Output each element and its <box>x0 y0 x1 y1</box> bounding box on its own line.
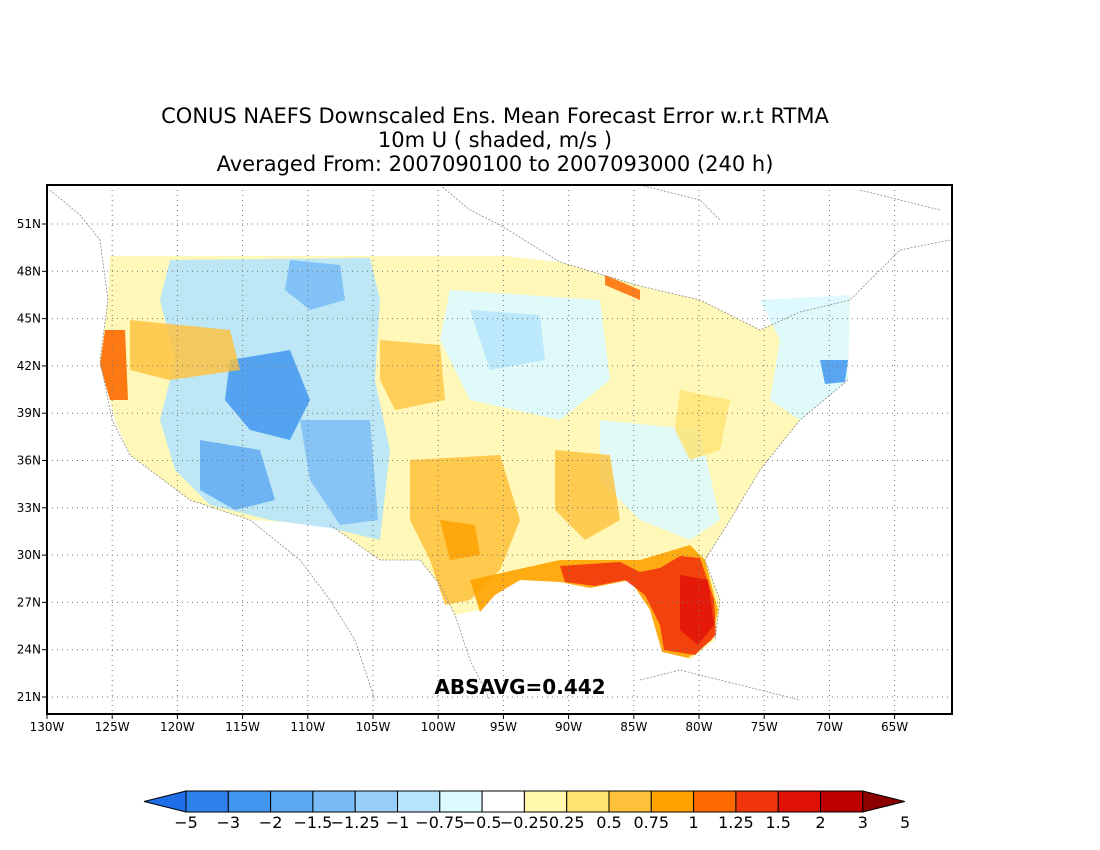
colorbar-label-4: −1.25 <box>331 813 380 832</box>
colorbar-swatch-7 <box>439 790 483 813</box>
lat-label-30N: 30N <box>17 548 41 562</box>
colorbar-label-14: 1.5 <box>765 813 790 832</box>
colorbar-swatch-14 <box>735 790 779 813</box>
longitude-labels: 130W 125W 120W 115W 110W 105W 100W 95W 90W 85W 80W… <box>30 720 909 734</box>
plot-frame <box>46 184 953 715</box>
colorbar-label-5: −1 <box>386 813 410 832</box>
field-gulf-red <box>560 556 716 655</box>
west-coast-line <box>49 189 376 701</box>
field-lake-superior-red <box>605 275 640 300</box>
east-coast-line <box>704 379 849 641</box>
colorbar-label-6: −0.75 <box>415 813 464 832</box>
colorbar-label-13: 1.25 <box>718 813 754 832</box>
lat-label-27N: 27N <box>17 595 41 609</box>
canada-coast-line <box>439 184 951 331</box>
lon-label-130W: 130W <box>30 720 65 734</box>
colorbar-swatch-6 <box>397 790 441 813</box>
colorbar-swatch-16 <box>820 790 864 813</box>
lat-label-21N: 21N <box>17 690 41 704</box>
lon-label-65W: 65W <box>881 720 908 734</box>
colorbar-label-2: −2 <box>259 813 283 832</box>
field-arkansas-orange <box>555 450 620 540</box>
field-texas-core <box>440 520 480 560</box>
colorbar-swatch-3 <box>270 790 314 813</box>
lon-label-105W: 105W <box>356 720 391 734</box>
colorbar-swatch-4 <box>312 790 356 813</box>
lat-label-33N: 33N <box>17 501 41 515</box>
lat-label-24N: 24N <box>17 643 41 657</box>
lon-label-95W: 95W <box>490 720 517 734</box>
colorbar-swatch-2 <box>227 790 272 813</box>
field-nebraska-orange <box>380 340 445 410</box>
colorbar-label-16: 3 <box>858 813 868 832</box>
colorbar-label-15: 2 <box>815 813 825 832</box>
lat-label-39N: 39N <box>17 406 41 420</box>
lat-label-45N: 45N <box>17 312 41 326</box>
graticule <box>42 185 952 719</box>
lon-label-85W: 85W <box>620 720 647 734</box>
colorbar-swatch-8 <box>481 790 525 813</box>
lon-label-80W: 80W <box>685 720 712 734</box>
colorbar-label-17: 5 <box>900 813 910 832</box>
mexico-border-line <box>329 524 491 701</box>
field-nevada-blue <box>225 350 310 440</box>
colorbar-arrow-left <box>143 790 187 813</box>
field-northeast-cyan <box>760 295 850 420</box>
lat-label-42N: 42N <box>17 359 41 373</box>
colorbar-swatch-9 <box>523 790 568 813</box>
chart-title-line2: 10m U ( shaded, m/s ) <box>377 128 613 152</box>
colorbar-label-8: −0.25 <box>500 813 549 832</box>
field-virginia-yellow <box>675 390 730 460</box>
colorbar-swatch-5 <box>354 790 399 813</box>
field-oregon-coast-red <box>100 330 128 400</box>
colorbar-swatch-13 <box>693 790 737 813</box>
field-montana-blue <box>285 260 345 310</box>
lat-label-51N: 51N <box>17 217 41 231</box>
field-dakota-blue <box>470 310 545 370</box>
lon-label-115W: 115W <box>225 720 260 734</box>
absavg-annotation: ABSAVG=0.442 <box>434 675 605 699</box>
colorbar-label-3: −1.5 <box>293 813 332 832</box>
chart-title-line3: Averaged From: 2007090100 to 2007093000 … <box>216 152 774 176</box>
colorbar-label-12: 1 <box>689 813 699 832</box>
field-oregon-orange <box>130 320 240 380</box>
colorbar-label-1: −3 <box>217 813 241 832</box>
field-nm-blue <box>300 420 378 525</box>
shaded-field <box>100 256 850 660</box>
colorbar-label-10: 0.5 <box>596 813 621 832</box>
lon-label-90W: 90W <box>555 720 582 734</box>
field-florida-deep-red <box>680 575 714 645</box>
colorbar-label-0: −5 <box>174 813 198 832</box>
lon-label-125W: 125W <box>95 720 130 734</box>
colorbar-swatch-1 <box>185 790 229 813</box>
colorbar-label-7: −0.5 <box>463 813 502 832</box>
field-arizona-blue <box>200 440 275 510</box>
lat-label-36N: 36N <box>17 454 41 468</box>
colorbar-swatch-10 <box>566 790 610 813</box>
lon-label-75W: 75W <box>751 720 778 734</box>
coastlines <box>49 184 951 701</box>
colorbar-arrow-right <box>862 790 905 813</box>
chart-title-line1: CONUS NAEFS Downscaled Ens. Mean Forecas… <box>161 104 829 128</box>
latitude-labels: 51N 48N 45N 42N 39N 36N 33N 30N 27N 24N 21N <box>17 217 41 704</box>
lon-label-120W: 120W <box>160 720 195 734</box>
hudson-line <box>639 184 721 221</box>
lat-label-48N: 48N <box>17 264 41 278</box>
colorbar-label-11: 0.75 <box>633 813 669 832</box>
lon-label-110W: 110W <box>290 720 325 734</box>
colorbar-swatch-12 <box>650 790 695 813</box>
lon-label-70W: 70W <box>816 720 843 734</box>
colorbar-swatch-11 <box>608 790 652 813</box>
colorbar-label-9: 0.25 <box>549 813 585 832</box>
colorbar-swatch-15 <box>777 790 822 813</box>
cuba-line <box>639 669 801 701</box>
lon-label-100W: 100W <box>421 720 456 734</box>
colorbar: −5 −3 −2 −1.5−1.25 −1 −0.75−0.5−0.25 0.25 0.5 0.… <box>143 790 910 832</box>
